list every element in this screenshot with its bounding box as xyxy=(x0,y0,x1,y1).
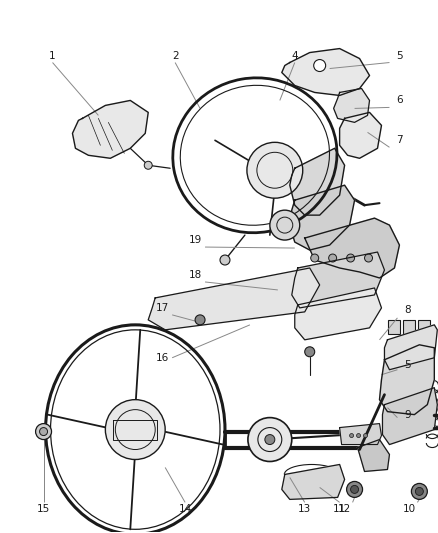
Circle shape xyxy=(219,255,230,265)
Circle shape xyxy=(364,254,372,262)
Bar xyxy=(417,320,429,334)
Polygon shape xyxy=(148,268,319,330)
Text: 6: 6 xyxy=(395,95,402,106)
Polygon shape xyxy=(339,112,381,158)
Text: 11: 11 xyxy=(332,504,346,514)
Polygon shape xyxy=(339,424,381,445)
Text: 12: 12 xyxy=(337,504,350,514)
Polygon shape xyxy=(113,419,157,440)
Text: 8: 8 xyxy=(403,305,410,315)
Polygon shape xyxy=(378,345,433,415)
Bar xyxy=(388,320,399,334)
Text: 5: 5 xyxy=(395,51,402,61)
Circle shape xyxy=(349,433,353,438)
Circle shape xyxy=(39,427,47,435)
Circle shape xyxy=(35,424,51,440)
Polygon shape xyxy=(281,464,344,499)
Text: 5: 5 xyxy=(403,360,410,370)
Polygon shape xyxy=(381,387,436,445)
Circle shape xyxy=(414,487,422,495)
Polygon shape xyxy=(384,325,436,370)
Circle shape xyxy=(105,400,165,459)
Polygon shape xyxy=(357,440,389,472)
Text: 18: 18 xyxy=(188,270,201,280)
Circle shape xyxy=(350,486,358,494)
Circle shape xyxy=(313,60,325,71)
Text: 2: 2 xyxy=(171,51,178,61)
Polygon shape xyxy=(289,148,344,215)
Bar xyxy=(403,320,414,334)
Circle shape xyxy=(346,254,354,262)
Text: 16: 16 xyxy=(155,353,169,363)
Circle shape xyxy=(247,417,291,462)
Polygon shape xyxy=(333,88,369,123)
Polygon shape xyxy=(294,288,381,340)
Circle shape xyxy=(310,254,318,262)
Polygon shape xyxy=(291,252,384,308)
Polygon shape xyxy=(281,49,369,95)
Circle shape xyxy=(304,347,314,357)
Polygon shape xyxy=(72,100,148,158)
Circle shape xyxy=(356,433,360,438)
Circle shape xyxy=(246,142,302,198)
Circle shape xyxy=(264,434,274,445)
Text: 10: 10 xyxy=(402,504,415,514)
Text: 19: 19 xyxy=(188,235,201,245)
Circle shape xyxy=(346,481,362,497)
Circle shape xyxy=(328,254,336,262)
Text: 14: 14 xyxy=(178,504,191,514)
Circle shape xyxy=(269,210,299,240)
Text: 15: 15 xyxy=(37,504,50,514)
Text: 9: 9 xyxy=(403,410,410,419)
Text: 17: 17 xyxy=(155,303,169,313)
Text: 7: 7 xyxy=(395,135,402,146)
Text: 4: 4 xyxy=(291,51,297,61)
Text: 1: 1 xyxy=(49,51,56,61)
Circle shape xyxy=(410,483,426,499)
Circle shape xyxy=(194,315,205,325)
Text: 13: 13 xyxy=(297,504,311,514)
Polygon shape xyxy=(304,218,399,278)
Circle shape xyxy=(363,433,367,438)
Circle shape xyxy=(144,161,152,169)
Polygon shape xyxy=(289,185,354,250)
